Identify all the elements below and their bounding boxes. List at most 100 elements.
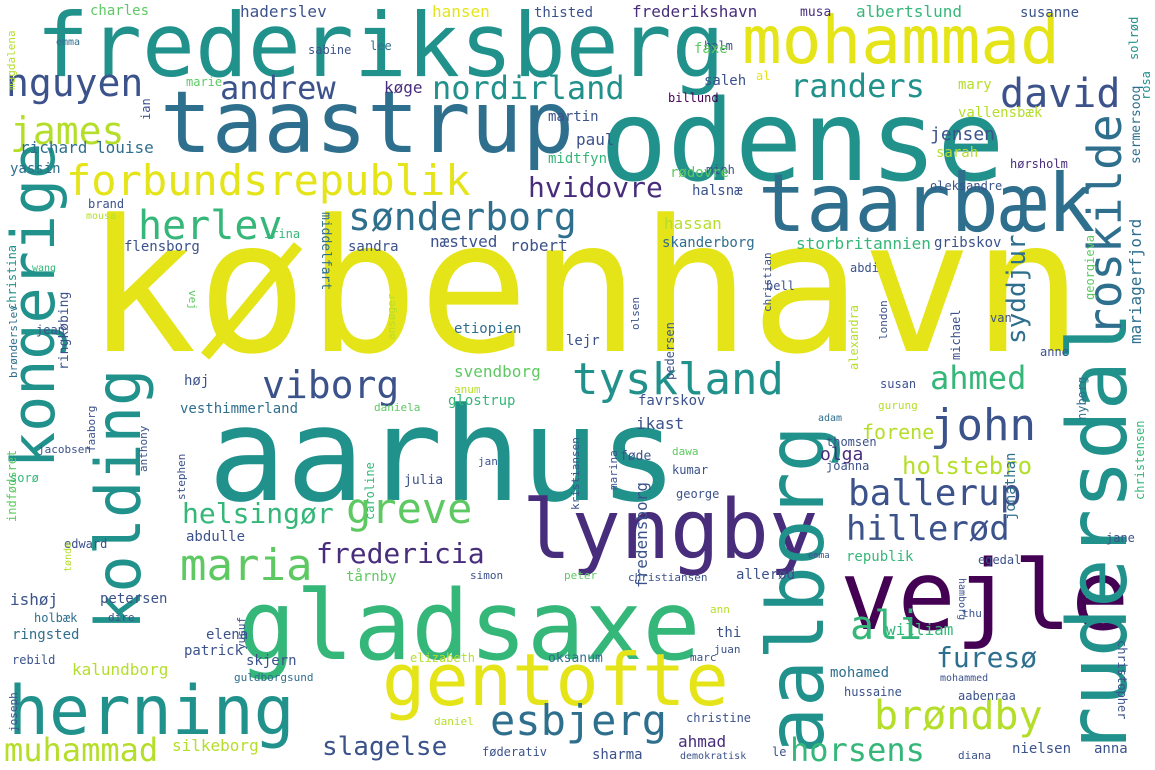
- cloud-word: maria: [180, 540, 313, 591]
- cloud-word: nordirland: [432, 69, 625, 107]
- cloud-word: michael: [949, 309, 963, 360]
- cloud-word: republik: [846, 549, 914, 565]
- cloud-word: abdi: [850, 261, 879, 275]
- cloud-word: yassin: [10, 161, 61, 177]
- cloud-word: marina: [607, 450, 620, 490]
- cloud-word: simon: [470, 569, 504, 582]
- cloud-word: sønderborg: [348, 195, 577, 239]
- cloud-word: irina: [264, 227, 301, 241]
- cloud-word: bell: [766, 279, 795, 293]
- cloud-word: etiopien: [454, 321, 522, 337]
- cloud-word: favrskov: [638, 393, 706, 409]
- cloud-word: skjern: [246, 653, 297, 669]
- cloud-word: david: [1000, 71, 1121, 117]
- cloud-word: robert: [510, 236, 568, 255]
- cloud-word: georgieva: [1083, 234, 1097, 300]
- cloud-word: oksanum: [548, 651, 603, 666]
- cloud-word: mohammad: [742, 2, 1060, 79]
- cloud-word: esbjerg: [490, 696, 668, 745]
- cloud-word: mousa: [86, 211, 117, 222]
- cloud-word: hørsholm: [1010, 157, 1068, 171]
- cloud-word: mary: [958, 77, 992, 93]
- cloud-word: daniel: [434, 715, 474, 728]
- cloud-word: rødovre: [670, 165, 730, 181]
- cloud-word: jensen: [930, 124, 996, 145]
- cloud-word: anum: [454, 383, 481, 396]
- cloud-word: slagelse: [322, 732, 448, 762]
- cloud-word: tårnby: [346, 569, 397, 585]
- cloud-word: gurung: [878, 399, 918, 412]
- cloud-word: william: [886, 620, 954, 639]
- cloud-word: vejle: [840, 540, 1129, 652]
- cloud-word: christiansen: [628, 571, 708, 584]
- cloud-word: richard: [20, 138, 88, 157]
- cloud-word: ann: [710, 603, 730, 616]
- cloud-word: flensborg: [124, 239, 200, 255]
- cloud-word: mohammed: [940, 673, 989, 684]
- cloud-word: elizabeth: [410, 651, 476, 665]
- cloud-word: peter: [564, 569, 598, 582]
- cloud-word: patrick: [184, 643, 244, 659]
- cloud-word: mariagerfjord: [1126, 218, 1145, 344]
- cloud-word: tønde: [63, 541, 74, 572]
- cloud-word: fredericia: [316, 537, 485, 570]
- cloud-word: kristiansen: [569, 437, 582, 510]
- cloud-word: charles: [90, 3, 150, 19]
- cloud-word: nielsen: [1012, 741, 1072, 757]
- cloud-word: nguyen: [6, 61, 144, 105]
- cloud-word: joseph: [7, 692, 20, 732]
- cloud-word: sandra: [348, 239, 399, 255]
- cloud-word: tyskland: [572, 354, 784, 405]
- cloud-word: oleksandre: [930, 179, 1003, 193]
- cloud-word: hansen: [432, 2, 490, 21]
- cloud-word: nyborg: [1075, 376, 1089, 420]
- cloud-word: james: [10, 109, 125, 153]
- cloud-word: emma: [56, 37, 81, 48]
- cloud-word: holm: [704, 39, 733, 53]
- cloud-word: sorø: [10, 471, 39, 485]
- cloud-word: storbritannien: [796, 234, 931, 253]
- cloud-word: ali: [850, 603, 923, 649]
- cloud-word: musa: [800, 5, 832, 20]
- cloud-word: dawa: [672, 445, 699, 458]
- cloud-word: odense: [600, 77, 1005, 207]
- cloud-word: helsingør: [182, 497, 334, 530]
- cloud-word: gladsaxe: [238, 570, 701, 682]
- cloud-word: jean: [36, 323, 65, 337]
- cloud-word: juan: [714, 643, 741, 656]
- cloud-word: brøndby: [874, 693, 1043, 739]
- cloud-word: hvidovre: [528, 171, 663, 204]
- cloud-word: daniela: [374, 401, 421, 414]
- cloud-word: indfødsret: [5, 449, 19, 522]
- cloud-word: glostrup: [448, 393, 516, 409]
- cloud-word: elena: [206, 627, 249, 643]
- cloud-word: ahmed: [930, 359, 1027, 397]
- cloud-word: anna: [1094, 741, 1128, 757]
- cloud-word: olsen: [629, 296, 642, 330]
- cloud-word: faxe: [694, 41, 728, 57]
- cloud-word: thisted: [534, 5, 594, 21]
- cloud-word: wang: [32, 263, 57, 274]
- cloud-word: al: [756, 69, 771, 83]
- cloud-word: sharma: [592, 747, 643, 763]
- cloud-word: frederiksberg: [36, 0, 725, 97]
- cloud-word: horsens: [790, 731, 925, 769]
- cloud-word: greve: [346, 484, 473, 533]
- cloud-word: kalundborg: [72, 660, 169, 679]
- cloud-word: andrew: [220, 69, 336, 107]
- cloud-word: føde: [620, 449, 652, 464]
- cloud-word: dire: [108, 611, 135, 624]
- cloud-word: rebild: [12, 653, 56, 667]
- cloud-word: christopher: [1115, 640, 1129, 720]
- cloud-word: sarah: [936, 145, 979, 161]
- cloud-word: vej: [186, 290, 199, 310]
- cloud-word: alexandra: [847, 304, 861, 370]
- cloud-word: susan: [880, 377, 917, 391]
- cloud-word: stephen: [175, 453, 188, 500]
- cloud-word: anthony: [137, 425, 150, 472]
- cloud-word: gentofte: [382, 638, 729, 722]
- cloud-word: ikast: [636, 414, 685, 433]
- cloud-word: lee: [370, 39, 392, 53]
- cloud-word: saleh: [704, 73, 747, 89]
